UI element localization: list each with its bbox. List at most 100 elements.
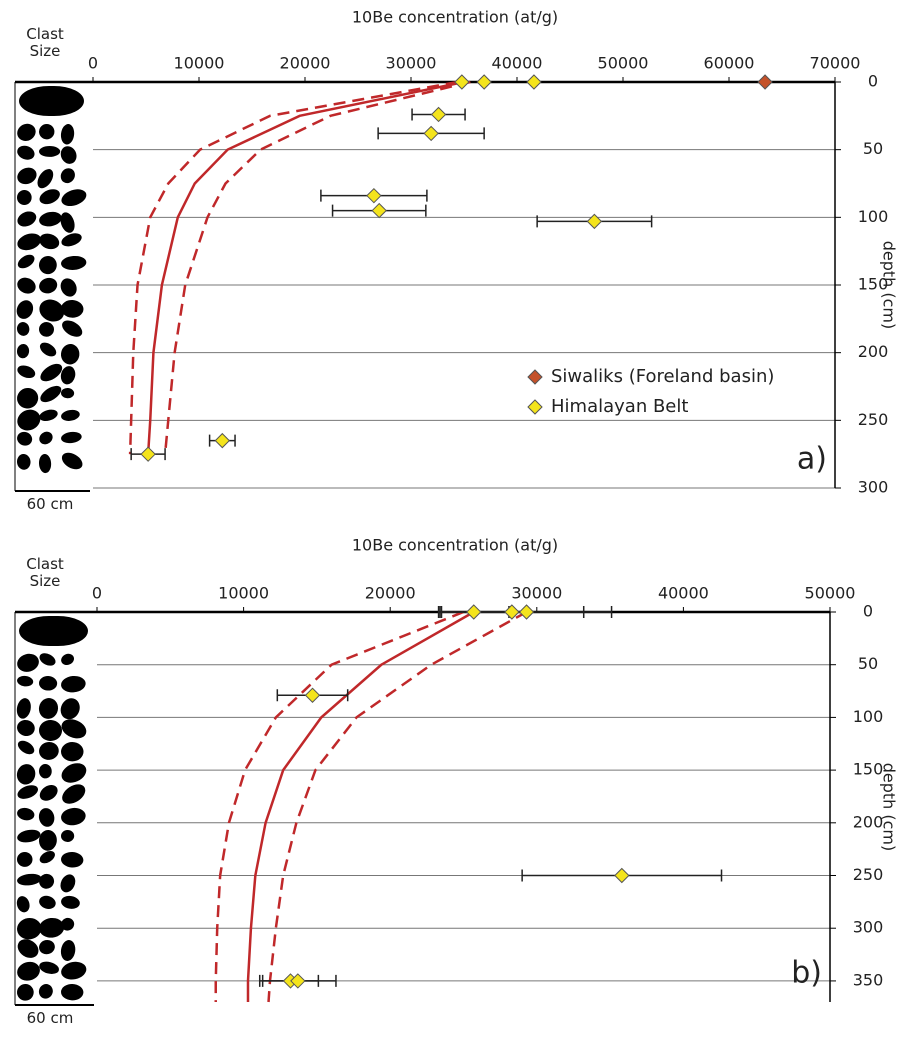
column-label: Clast Size (26, 25, 64, 60)
data-point (430, 106, 447, 123)
clast (39, 233, 60, 250)
clast (39, 321, 55, 337)
clast (17, 807, 35, 821)
y-tick-label: 200 (858, 342, 889, 361)
clast (38, 454, 52, 474)
legend-label: Himalayan Belt (551, 396, 688, 417)
clast (16, 764, 36, 785)
clast (17, 851, 33, 867)
legend-label: Siwaliks (Foreland basin) (551, 366, 774, 387)
clast (16, 454, 31, 470)
clast (17, 829, 41, 843)
clast (60, 212, 75, 233)
legend-marker (527, 369, 543, 385)
clast (17, 431, 33, 446)
x-tick-label: 0 (92, 584, 102, 603)
data-point (214, 432, 231, 449)
clast (61, 299, 84, 318)
data-point (466, 604, 482, 620)
clast (61, 387, 75, 399)
x-tick-label: 70000 (810, 54, 861, 73)
model-curve (163, 80, 471, 455)
clast-big (19, 616, 88, 646)
clast (39, 719, 63, 741)
clast (60, 366, 76, 385)
clast (61, 189, 87, 207)
clast (17, 277, 36, 294)
x-tick-label: 20000 (280, 54, 331, 73)
data-point (290, 973, 306, 989)
model-curve (128, 80, 458, 455)
clast (61, 431, 82, 444)
clast (61, 233, 82, 247)
clast (38, 256, 57, 275)
clast (16, 322, 30, 336)
clast (60, 940, 76, 961)
clast (60, 168, 75, 184)
x-axis-title: 10Be concentration (at/g) (352, 536, 558, 555)
y-tick-label: 350 (853, 970, 884, 989)
clast (16, 344, 30, 359)
data-point (366, 187, 382, 204)
clast (17, 719, 35, 737)
data-point (476, 74, 492, 90)
x-tick-label: 10000 (174, 54, 225, 73)
scale-label: 60 cm (26, 495, 74, 513)
clast (17, 873, 42, 886)
clast-big (19, 86, 84, 116)
clast (17, 254, 35, 269)
clast (39, 189, 60, 205)
legend-marker (527, 399, 543, 415)
x-tick-label: 50000 (805, 584, 856, 603)
clast (17, 365, 36, 379)
data-point (371, 202, 387, 219)
clast (61, 829, 75, 842)
clast (60, 698, 80, 720)
clast (40, 363, 63, 382)
clast (38, 830, 57, 851)
panel-label: a) (797, 442, 827, 477)
clast (61, 961, 87, 980)
y-axis-title: depth (cm) (880, 763, 899, 852)
clast (16, 190, 32, 206)
clast (39, 939, 55, 955)
y-tick-label: 50 (858, 654, 878, 673)
y-tick-label: 100 (853, 707, 884, 726)
data-point (454, 74, 470, 90)
clast (17, 145, 35, 160)
clast (17, 740, 35, 755)
clast (38, 808, 55, 827)
y-tick-label: 150 (858, 275, 889, 294)
model-curve (246, 610, 475, 1002)
clast (61, 255, 87, 270)
clast (60, 874, 76, 893)
clast (60, 278, 77, 297)
clast (17, 167, 37, 185)
clast (17, 983, 34, 1001)
x-tick-label: 60000 (704, 54, 755, 73)
model-curve (267, 610, 528, 1003)
y-tick-label: 50 (863, 139, 883, 158)
clast (39, 961, 59, 974)
data-point (304, 687, 321, 703)
model-curve (146, 80, 465, 455)
clast (61, 409, 80, 421)
clast (39, 145, 61, 157)
clast (39, 895, 56, 909)
scale-label: 60 cm (26, 1009, 74, 1027)
column-label: Clast Size (26, 555, 64, 590)
clast (61, 851, 84, 868)
clast (39, 917, 65, 938)
clast (61, 741, 84, 762)
clast (17, 123, 36, 141)
clast (61, 763, 87, 783)
clast (16, 300, 34, 319)
clast (61, 895, 80, 909)
clast (39, 851, 55, 864)
clast (39, 741, 59, 760)
clast (61, 719, 87, 739)
data-point (757, 74, 773, 90)
y-tick-label: 250 (858, 410, 889, 429)
data-point (526, 74, 542, 90)
